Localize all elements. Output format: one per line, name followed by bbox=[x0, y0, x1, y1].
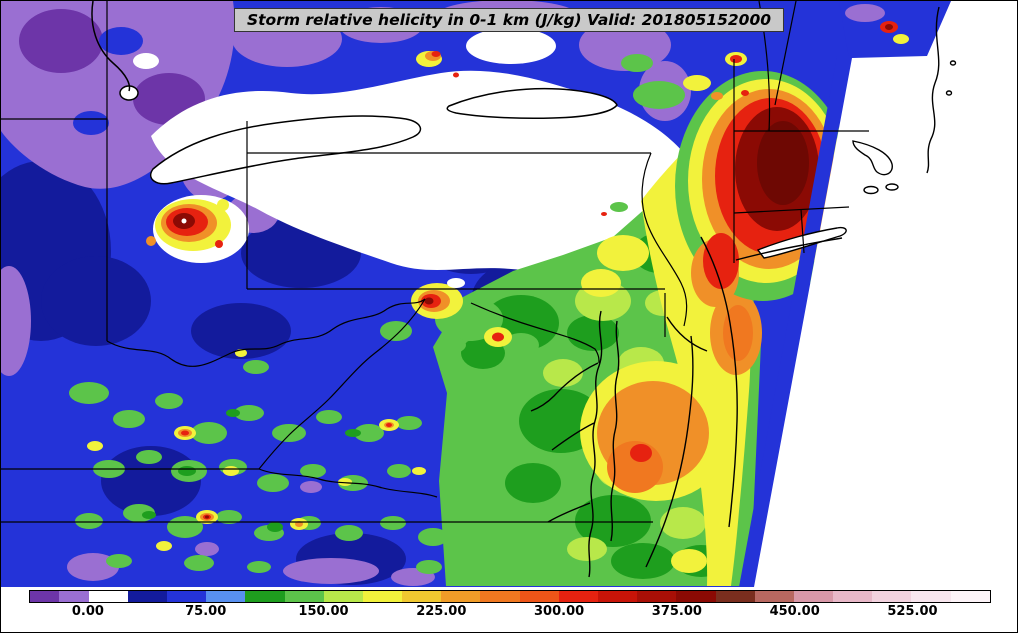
colorbar-tick-label: 75.00 bbox=[185, 604, 227, 619]
colorbar-segment bbox=[167, 591, 207, 602]
swath-edge-fringe bbox=[739, 56, 852, 587]
colorbar-segment bbox=[284, 591, 324, 602]
border-nh-me bbox=[774, 1, 797, 106]
colorbar-segment bbox=[833, 591, 873, 602]
delaware-bay bbox=[666, 316, 708, 352]
border-ma-ct bbox=[733, 206, 850, 214]
border-ct-ri bbox=[800, 208, 805, 254]
colorbar-segment bbox=[88, 591, 128, 602]
colorbar-segment bbox=[558, 591, 598, 602]
sw-convective-speckles bbox=[69, 349, 448, 574]
no-data-wedge bbox=[754, 1, 1017, 587]
maine-island bbox=[949, 60, 957, 66]
maine-island bbox=[945, 90, 953, 96]
state-borders bbox=[1, 1, 869, 523]
potomac-river bbox=[530, 362, 599, 412]
maine-coast bbox=[926, 6, 940, 174]
colorbar-tick-label: 150.00 bbox=[298, 604, 349, 619]
colorbar-segment bbox=[441, 591, 481, 602]
orange-cells bbox=[597, 291, 762, 493]
lake-erie bbox=[150, 115, 422, 185]
border-mi-oh-in bbox=[1, 1, 108, 341]
colorbar-segment bbox=[676, 591, 716, 602]
lake-ontario bbox=[446, 87, 618, 119]
border-md-wv-potomac bbox=[470, 302, 600, 364]
border-ky-va bbox=[258, 468, 438, 498]
colorbar-segment bbox=[30, 591, 60, 602]
colorbar-segment bbox=[754, 591, 794, 602]
james-river bbox=[547, 502, 591, 523]
lakes bbox=[91, 1, 618, 185]
rappahannock-river bbox=[551, 422, 595, 451]
colorbar-tick-label: 300.00 bbox=[533, 604, 585, 619]
nj-atlantic-coast bbox=[700, 236, 738, 528]
helicity-map bbox=[1, 1, 1017, 587]
border-nj-pa-delaware-river bbox=[641, 152, 688, 327]
colorbar-tick-label: 375.00 bbox=[651, 604, 702, 619]
colorbar-segment bbox=[206, 591, 246, 602]
colorbar-tick-label: 450.00 bbox=[769, 604, 820, 619]
nantucket bbox=[885, 183, 899, 191]
cape-cod bbox=[852, 140, 893, 176]
colorbar-segment bbox=[402, 591, 442, 602]
ohio-max-cell bbox=[146, 199, 231, 251]
long-island bbox=[756, 226, 847, 259]
colorbar-segment bbox=[911, 591, 951, 602]
border-ohio-river bbox=[106, 298, 426, 367]
colorbar-segment bbox=[519, 591, 559, 602]
colorbar-ticks: 0.00 75.00 150.00 225.00 300.00 375.00 450.00 5… bbox=[29, 604, 991, 624]
lake-huron-shore bbox=[91, 1, 131, 92]
chesapeake-west-shore bbox=[588, 310, 603, 578]
delmarva-east-coast bbox=[645, 335, 694, 568]
colorbar-segment bbox=[637, 591, 677, 602]
colorbar-segment bbox=[597, 591, 638, 602]
border-wv-va bbox=[258, 298, 426, 470]
colorbar-segment bbox=[950, 591, 990, 602]
colorbar-tick-label: 0.00 bbox=[71, 604, 104, 619]
plot-title: Storm relative helicity in 0-1 km (J/kg)… bbox=[233, 8, 785, 32]
colorbar-segments bbox=[29, 590, 991, 603]
colorbar-segment bbox=[715, 591, 755, 602]
marthas-vineyard bbox=[863, 185, 879, 195]
colorbar-tick-label: 525.00 bbox=[887, 604, 938, 619]
top-right-corner-cell bbox=[839, 1, 951, 59]
colorbar-segment bbox=[872, 591, 912, 602]
colorbar-segment bbox=[793, 591, 834, 602]
colorbar-segment bbox=[59, 591, 89, 602]
colorbar-segment bbox=[480, 591, 520, 602]
coastlines bbox=[530, 6, 957, 578]
chesapeake-east-shore bbox=[610, 320, 620, 542]
colorbar-segment bbox=[362, 591, 403, 602]
colorbar-tick-label: 225.00 bbox=[416, 604, 467, 619]
colorbar-segment bbox=[127, 591, 168, 602]
colorbar-segment bbox=[323, 591, 363, 602]
colorbar-segment bbox=[245, 591, 285, 602]
